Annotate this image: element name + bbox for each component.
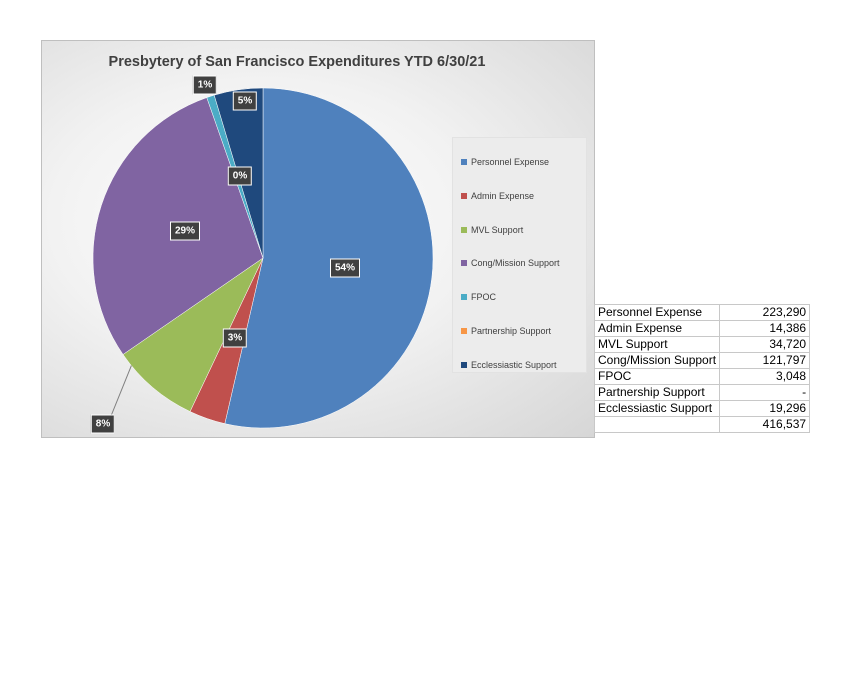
legend-item-admin-expense: Admin Expense bbox=[461, 189, 534, 203]
table-row: Personnel Expense 223,290 bbox=[593, 304, 811, 321]
table-cell-label: Ecclessiastic Support bbox=[593, 400, 721, 417]
expense-table: Personnel Expense 223,290 Admin Expense 14,… bbox=[593, 304, 811, 433]
table-cell-value: 14,386 bbox=[719, 320, 811, 337]
table-cell-value: 223,290 bbox=[719, 304, 811, 321]
legend-label: Personnel Expense bbox=[471, 157, 550, 167]
data-label-partnership-support: 0% bbox=[227, 166, 253, 186]
legend-item-ecclessiastic-support: Ecclessiastic Support bbox=[461, 358, 557, 372]
legend-label: MVL Support bbox=[471, 224, 524, 235]
legend-swatch bbox=[461, 192, 467, 199]
table-row: FPOC 3,048 bbox=[593, 368, 811, 385]
table-cell-label: Personnel Expense bbox=[593, 304, 721, 321]
table-cell-label: MVL Support bbox=[593, 336, 721, 353]
legend-item-cong-mission-support: Cong/Mission Support bbox=[461, 256, 560, 270]
legend-swatch bbox=[461, 328, 467, 334]
legend-item-partnership-support: Partnership Support bbox=[461, 324, 551, 338]
table-cell-label bbox=[593, 416, 721, 433]
legend-item-personnel-expense: Personnel Expense bbox=[461, 155, 549, 169]
legend-item-fpoc: FPOC bbox=[461, 290, 496, 304]
legend-label: Partnership Support bbox=[471, 326, 552, 336]
legend-label: Ecclessiastic Support bbox=[471, 359, 557, 370]
table-cell-label: FPOC bbox=[593, 368, 721, 385]
table-cell-value: 121,797 bbox=[719, 352, 811, 369]
legend-item-mvl-support: MVL Support bbox=[461, 223, 523, 237]
chart-title: Presbytery of San Francisco Expenditures… bbox=[108, 54, 486, 70]
table-row: Ecclessiastic Support 19,296 bbox=[593, 400, 811, 417]
legend-label: FPOC bbox=[471, 292, 497, 303]
table-cell-value: 3,048 bbox=[719, 368, 811, 385]
legend-label: Cong/Mission Support bbox=[471, 258, 560, 269]
legend-swatch bbox=[461, 159, 467, 165]
table-cell-value: 19,296 bbox=[719, 400, 811, 417]
table-cell-value: 34,720 bbox=[719, 336, 811, 353]
legend-swatch bbox=[461, 361, 467, 368]
data-label-cong-mission-support: 29% bbox=[169, 221, 201, 241]
legend-swatch bbox=[461, 226, 467, 233]
table-cell-value: - bbox=[719, 384, 811, 401]
pie-slice-mvl-support bbox=[122, 257, 264, 412]
table-cell-label: Admin Expense bbox=[593, 320, 721, 337]
legend-swatch bbox=[461, 294, 467, 301]
table-cell-label: Cong/Mission Support bbox=[593, 352, 721, 369]
table-row: MVL Support 34,720 bbox=[593, 336, 811, 353]
table-row: 416,537 bbox=[593, 416, 811, 433]
data-label-personnel-expense: 54% bbox=[329, 258, 361, 278]
table-cell-label: Partnership Support bbox=[593, 384, 721, 401]
data-label-fpoc: 1% bbox=[192, 75, 218, 95]
chart-area: Presbytery of San Francisco Expenditures… bbox=[41, 40, 595, 438]
data-label-admin-expense: 3% bbox=[222, 328, 248, 348]
data-label-ecclessiastic-support: 5% bbox=[232, 91, 258, 111]
chart-legend: Personnel Expense Admin Expense MVL Suppor… bbox=[452, 137, 587, 373]
leader-line bbox=[110, 365, 132, 417]
table-cell-value: 416,537 bbox=[719, 416, 811, 433]
data-label-mvl-support: 8% bbox=[90, 414, 116, 434]
table-row: Partnership Support - bbox=[593, 384, 811, 401]
legend-swatch bbox=[461, 260, 467, 267]
legend-label: Admin Expense bbox=[471, 190, 535, 201]
pie-slice-personnel-expense bbox=[224, 87, 434, 429]
table-row: Cong/Mission Support 121,797 bbox=[593, 352, 811, 369]
table-row: Admin Expense 14,386 bbox=[593, 320, 811, 337]
